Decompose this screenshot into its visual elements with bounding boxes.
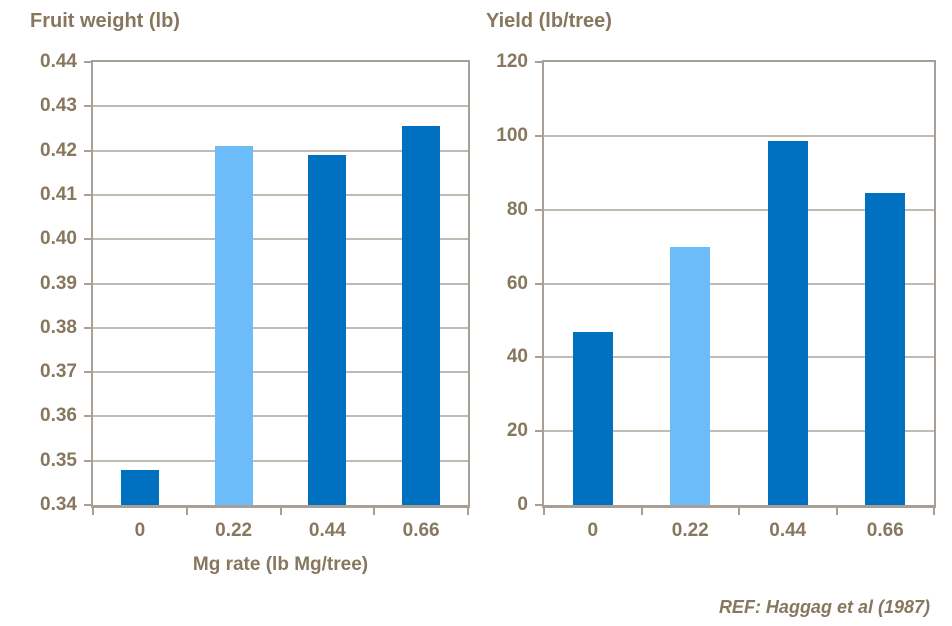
y-tick-label: 0.44 <box>40 51 77 72</box>
gridline <box>93 415 468 418</box>
y-axis-tick <box>84 105 91 108</box>
y-tick-label: 20 <box>506 420 528 442</box>
y-tick-label: 0.41 <box>40 183 77 205</box>
gridline <box>93 282 468 285</box>
y-tick-label: 0.34 <box>40 494 77 515</box>
gridline <box>93 371 468 374</box>
y-tick-label: 0.35 <box>40 449 77 471</box>
x-tick-label: 0.66 <box>866 520 904 541</box>
y-tick-label: 40 <box>506 346 528 368</box>
fruit-weight-plot-area <box>91 60 470 508</box>
y-axis-tick <box>84 282 91 285</box>
y-axis-tick <box>84 326 91 329</box>
x-tick-label: 0 <box>587 520 599 541</box>
y-axis-tick <box>535 504 542 506</box>
x-tick-label: 0.44 <box>308 520 346 541</box>
gridline <box>544 282 934 285</box>
bar-0.44 <box>308 155 347 505</box>
y-tick-label: 60 <box>506 272 528 294</box>
y-axis-tick <box>84 61 91 63</box>
reference-text: REF: Haggag et al (1987) <box>718 597 930 617</box>
y-axis-tick <box>84 415 91 418</box>
y-axis-tick <box>84 371 91 374</box>
x-axis-tick <box>185 508 188 515</box>
bar-0 <box>572 331 613 505</box>
gridline <box>93 105 468 108</box>
y-tick-label: 100 <box>496 124 528 146</box>
x-axis-tick <box>467 508 469 515</box>
y-axis-tick <box>84 149 91 152</box>
y-axis-tick <box>535 134 542 137</box>
yield-chart-title: Yield (lb/tree) <box>486 10 612 32</box>
x-axis-title: Mg rate (lb Mg/tree) <box>192 554 369 575</box>
y-tick-label: 0.39 <box>40 272 77 294</box>
x-axis-tick <box>738 508 740 515</box>
y-axis-tick <box>84 504 91 506</box>
x-axis-tick <box>933 508 935 515</box>
y-axis-tick <box>535 356 542 359</box>
bar-0 <box>120 469 159 505</box>
yield-plot-area <box>542 60 936 508</box>
y-axis-tick <box>84 193 91 196</box>
x-axis-tick <box>92 508 94 515</box>
gridline <box>544 356 934 359</box>
gridline <box>544 134 934 137</box>
gridline <box>93 459 468 462</box>
gridline <box>544 208 934 211</box>
x-tick-label: 0.66 <box>402 520 440 541</box>
y-axis-tick <box>535 282 542 285</box>
y-tick-label: 0.42 <box>40 139 77 161</box>
gridline <box>544 430 934 433</box>
y-tick-label: 0.37 <box>40 361 77 383</box>
y-tick-label: 0.40 <box>40 228 77 250</box>
bar-0.44 <box>767 141 808 505</box>
gridline <box>93 193 468 196</box>
x-axis-tick <box>543 508 545 515</box>
x-axis-tick <box>640 508 643 515</box>
bar-0.22 <box>670 246 711 505</box>
y-tick-label: 80 <box>506 198 528 220</box>
y-axis-tick <box>84 238 91 241</box>
gridline <box>93 326 468 329</box>
gridline <box>93 149 468 152</box>
x-axis-tick <box>835 508 838 515</box>
x-tick-label: 0.22 <box>215 520 253 541</box>
y-tick-label: 0.38 <box>40 316 77 338</box>
y-axis-tick <box>535 208 542 211</box>
x-axis-tick <box>279 508 282 515</box>
y-tick-label: 0 <box>517 494 528 515</box>
y-axis-tick <box>535 430 542 433</box>
bar-0.22 <box>214 146 253 505</box>
y-tick-label: 0.36 <box>40 405 77 427</box>
y-tick-label: 120 <box>496 51 528 72</box>
bar-0.66 <box>402 126 441 505</box>
x-tick-label: 0.22 <box>671 520 709 541</box>
y-axis-tick <box>84 459 91 462</box>
y-tick-label: 0.43 <box>40 95 77 117</box>
gridline <box>93 238 468 241</box>
fruit-weight-chart-title: Fruit weight (lb) <box>30 10 180 32</box>
x-tick-label: 0.44 <box>769 520 807 541</box>
bar-0.66 <box>865 193 906 505</box>
x-tick-label: 0 <box>134 520 146 541</box>
x-axis-tick <box>373 508 376 515</box>
y-axis-tick <box>535 61 542 63</box>
